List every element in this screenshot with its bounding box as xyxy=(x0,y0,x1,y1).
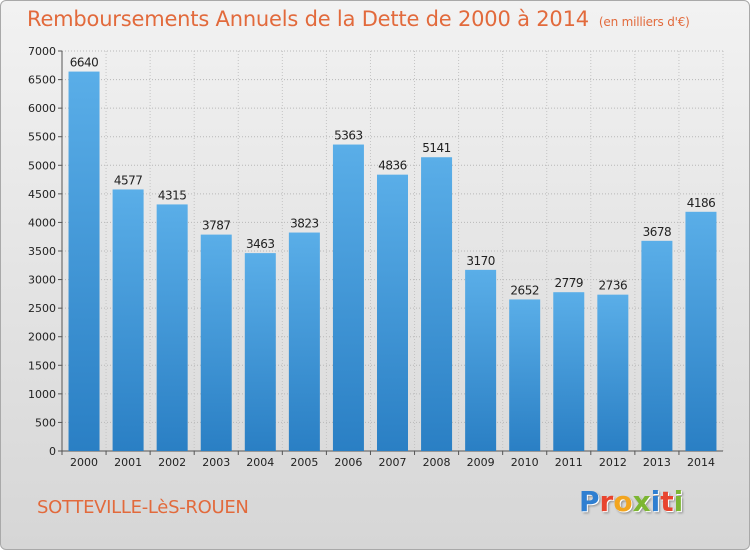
x-tick-label: 2010 xyxy=(511,456,539,469)
value-label: 3787 xyxy=(202,219,231,233)
x-tick-label: 2003 xyxy=(202,456,230,469)
x-tick-label: 2000 xyxy=(70,456,98,469)
bar-2001[interactable] xyxy=(112,189,144,451)
value-labels: 6640 4577 4315 3787 3463 3823 5363 4836 5141 3170… xyxy=(70,56,716,298)
x-tick-label: 2007 xyxy=(379,456,407,469)
x-tick-label: 2012 xyxy=(599,456,627,469)
bar-2002[interactable] xyxy=(156,204,188,451)
y-tick-label: 6000 xyxy=(28,102,56,115)
bar-2009[interactable] xyxy=(465,269,497,451)
value-label: 5363 xyxy=(334,129,363,143)
proxiti-logo[interactable]: Proxiti xyxy=(579,485,683,518)
y-tick-label: 5500 xyxy=(28,131,56,144)
y-tick-label: 1500 xyxy=(28,359,56,372)
value-label: 3823 xyxy=(290,217,319,231)
y-tick-label: 500 xyxy=(35,416,56,429)
logo-letter: r xyxy=(599,485,614,518)
y-tick-label: 7000 xyxy=(28,45,56,58)
value-label: 2736 xyxy=(599,279,628,293)
logo-letter: x xyxy=(632,485,651,518)
city-name: SOTTEVILLE-LèS-ROUEN xyxy=(37,497,249,518)
value-label: 4577 xyxy=(114,173,143,187)
y-tick-label: 2000 xyxy=(28,331,56,344)
bar-2003[interactable] xyxy=(200,234,232,451)
chart-subtitle: (en milliers d'€) xyxy=(598,15,690,29)
x-tick-label: 2004 xyxy=(246,456,274,469)
value-label: 3170 xyxy=(466,254,495,268)
value-label: 2779 xyxy=(554,276,583,290)
bar-2007[interactable] xyxy=(377,174,408,451)
y-tick-label: 4000 xyxy=(28,216,56,229)
x-tick-label: 2009 xyxy=(467,456,495,469)
value-label: 3678 xyxy=(643,225,672,239)
x-tick-label: 2011 xyxy=(555,456,583,469)
x-tick-label: 2005 xyxy=(290,456,318,469)
chart-title-text: Remboursements Annuels de la Dette de 20… xyxy=(27,7,589,31)
bar-2012[interactable] xyxy=(597,294,629,451)
bar-2008[interactable] xyxy=(421,157,453,451)
y-tick-label: 0 xyxy=(49,445,56,458)
value-label: 3463 xyxy=(246,237,275,251)
y-tick-label: 3500 xyxy=(28,245,56,258)
logo-letter: i xyxy=(650,485,661,518)
y-tick-label: 6500 xyxy=(28,74,56,87)
x-tick-label: 2002 xyxy=(158,456,186,469)
bar-2014[interactable] xyxy=(685,211,717,451)
y-tick-label: 4500 xyxy=(28,188,56,201)
bar-2000[interactable] xyxy=(68,71,100,452)
bar-2010[interactable] xyxy=(509,299,541,451)
value-label: 4836 xyxy=(378,159,407,173)
bar-2006[interactable] xyxy=(332,144,364,452)
chart-title: Remboursements Annuels de la Dette de 20… xyxy=(27,7,690,31)
y-tick-label: 3000 xyxy=(28,274,56,287)
x-tick-label: 2001 xyxy=(114,456,142,469)
x-tick-label: 2008 xyxy=(423,456,451,469)
logo-letter: t xyxy=(660,485,674,518)
value-label: 4186 xyxy=(687,196,716,210)
value-label: 6640 xyxy=(70,56,99,70)
x-tick-label: 2013 xyxy=(643,456,671,469)
x-tick-label: 2006 xyxy=(334,456,362,469)
y-tick-label: 5000 xyxy=(28,159,56,172)
x-tick-label: 2014 xyxy=(687,456,715,469)
bar-2011[interactable] xyxy=(553,292,585,451)
bars xyxy=(68,71,717,452)
logo-letter: o xyxy=(613,485,633,518)
value-label: 5141 xyxy=(422,141,451,155)
logo-letter: i xyxy=(673,485,684,518)
logo-letter: P xyxy=(579,485,600,518)
bar-2004[interactable] xyxy=(244,253,276,451)
value-label: 2652 xyxy=(510,283,539,297)
value-label: 4315 xyxy=(158,188,187,202)
y-tick-label: 2500 xyxy=(28,302,56,315)
bar-2013[interactable] xyxy=(641,240,673,451)
bar-2005[interactable] xyxy=(288,232,320,451)
y-tick-label: 1000 xyxy=(28,388,56,401)
